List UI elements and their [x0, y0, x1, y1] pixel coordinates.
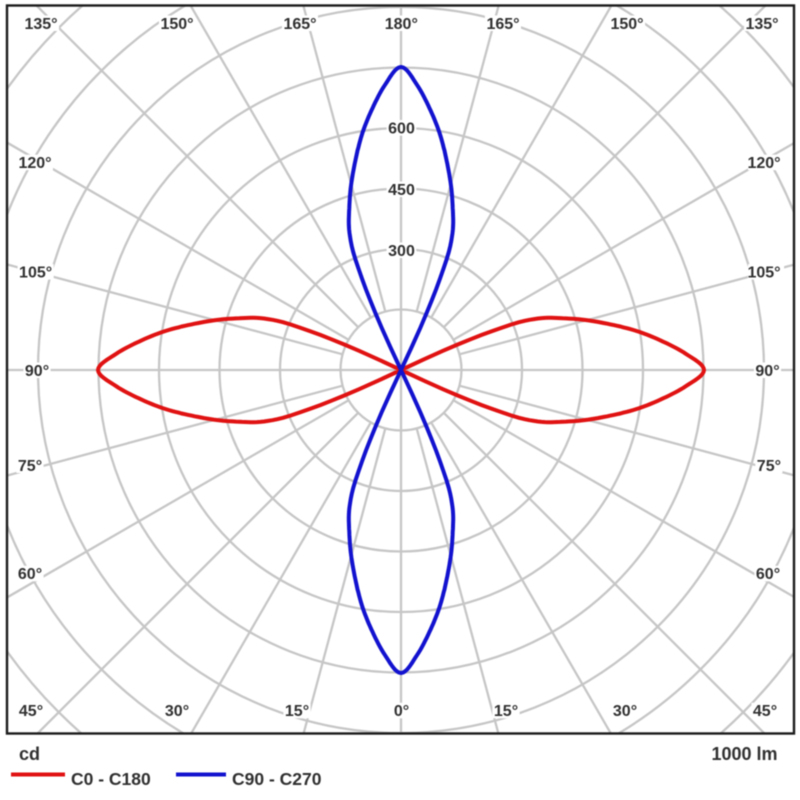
svg-text:60°: 60° — [756, 566, 780, 583]
svg-text:15°: 15° — [285, 703, 309, 720]
svg-text:300: 300 — [388, 243, 415, 260]
svg-text:450: 450 — [388, 182, 415, 199]
svg-text:165°: 165° — [486, 16, 519, 33]
svg-text:120°: 120° — [747, 155, 780, 172]
svg-text:45°: 45° — [19, 703, 43, 720]
svg-text:C0 - C180: C0 - C180 — [71, 769, 151, 789]
svg-text:600: 600 — [388, 120, 415, 137]
svg-text:165°: 165° — [283, 16, 316, 33]
svg-text:15°: 15° — [494, 703, 518, 720]
svg-text:75°: 75° — [18, 458, 42, 475]
svg-text:cd: cd — [19, 744, 40, 764]
svg-text:150°: 150° — [160, 16, 193, 33]
svg-text:105°: 105° — [19, 264, 52, 281]
svg-text:180°: 180° — [385, 16, 418, 33]
svg-text:150°: 150° — [610, 16, 643, 33]
svg-text:90°: 90° — [755, 363, 779, 380]
svg-text:135°: 135° — [24, 16, 57, 33]
svg-text:120°: 120° — [18, 155, 51, 172]
svg-text:30°: 30° — [165, 703, 189, 720]
svg-text:75°: 75° — [757, 458, 781, 475]
svg-text:0°: 0° — [394, 703, 409, 720]
svg-text:135°: 135° — [745, 16, 778, 33]
svg-text:90°: 90° — [25, 363, 49, 380]
svg-text:30°: 30° — [613, 703, 637, 720]
svg-text:C90 - C270: C90 - C270 — [232, 769, 322, 789]
svg-text:1000 lm: 1000 lm — [711, 744, 777, 764]
svg-text:105°: 105° — [747, 264, 780, 281]
svg-text:45°: 45° — [753, 703, 777, 720]
svg-text:60°: 60° — [18, 566, 42, 583]
